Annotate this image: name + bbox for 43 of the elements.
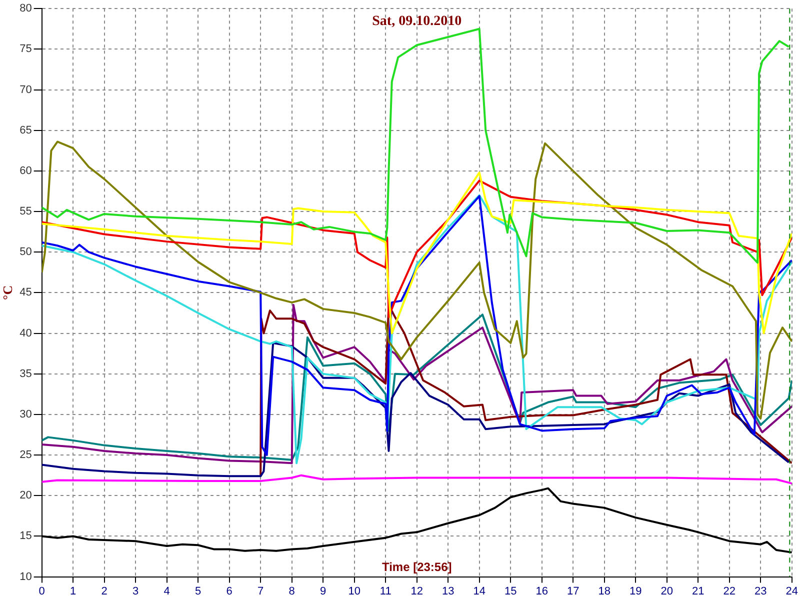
- y-tick-label: 50: [20, 246, 32, 258]
- y-tick-label: 35: [20, 368, 32, 380]
- y-tick-label: 25: [20, 449, 32, 462]
- x-tick-label: 14: [473, 585, 486, 598]
- y-tick-label: 55: [20, 206, 32, 218]
- x-tick-label: 0: [38, 585, 45, 598]
- y-tick-label: 10: [20, 570, 32, 583]
- x-tick-label: 11: [380, 585, 392, 598]
- x-tick-label: 10: [348, 585, 360, 598]
- x-tick-label: 21: [692, 585, 704, 598]
- y-tick-label: 15: [20, 530, 32, 542]
- y-tick-label: 40: [20, 327, 32, 340]
- y-tick-label: 30: [20, 408, 32, 420]
- x-tick-label: 6: [226, 585, 232, 598]
- x-tick-label: 2: [101, 585, 108, 598]
- chart-title: Sat, 09.10.2010: [372, 14, 462, 30]
- y-tick-label: 75: [20, 43, 32, 56]
- x-tick-label: 4: [164, 585, 170, 598]
- x-tick-label: 7: [258, 585, 264, 598]
- x-tick-label: 9: [320, 585, 326, 598]
- x-tick-label: 20: [660, 585, 673, 598]
- x-tick-label: 18: [598, 585, 610, 598]
- x-tick-label: 1: [70, 585, 76, 598]
- x-tick-label: 24: [786, 585, 798, 598]
- x-tick-label: 12: [410, 585, 423, 598]
- x-tick-label: 23: [754, 585, 767, 598]
- x-tick-label: 5: [195, 585, 202, 598]
- y-tick-label: 65: [20, 124, 32, 136]
- x-tick-label: 22: [723, 585, 736, 598]
- y-tick-label: 45: [20, 286, 32, 299]
- y-tick-label: 80: [20, 2, 32, 15]
- x-tick-label: 13: [442, 585, 454, 598]
- x-tick-label: 8: [288, 585, 295, 598]
- y-tick-label: 60: [20, 164, 32, 177]
- x-tick-label: 15: [504, 585, 517, 598]
- x-tick-label: 16: [536, 585, 548, 598]
- y-tick-label: 70: [20, 84, 32, 96]
- y-axis-title: °C: [0, 285, 16, 300]
- x-tick-label: 19: [630, 585, 642, 598]
- x-tick-label: 17: [566, 585, 580, 598]
- x-axis-title: Time [23:56]: [382, 560, 452, 574]
- y-tick-label: 20: [20, 490, 32, 502]
- x-tick-label: 3: [132, 585, 139, 598]
